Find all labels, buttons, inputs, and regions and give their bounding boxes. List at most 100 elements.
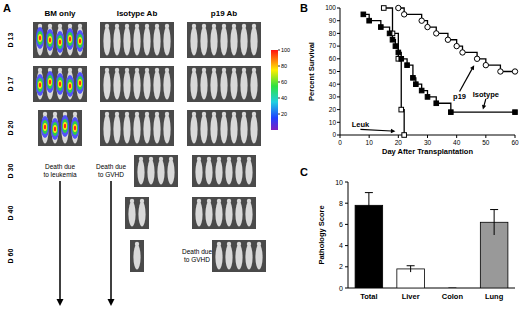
- x-tick-label: 60: [511, 139, 519, 146]
- figure: ABCBM onlyIsotype Abp19 AbD 13D 17D 20D …: [0, 0, 520, 318]
- imaging-panel: [38, 110, 82, 146]
- arrow-head: [108, 299, 115, 306]
- note-line: to GVHD: [184, 256, 210, 263]
- annotation-arrow-head: [391, 129, 396, 133]
- marker: [411, 76, 416, 81]
- mouse-head: [165, 24, 169, 28]
- mouse: [36, 27, 43, 56]
- marker: [399, 57, 404, 62]
- signal: [56, 31, 64, 53]
- mouse-head: [212, 112, 216, 116]
- mouse-head: [155, 24, 159, 28]
- signal: [41, 116, 49, 138]
- error-cap: [407, 265, 415, 266]
- mouse-head: [227, 242, 231, 246]
- y-tick: [337, 8, 340, 9]
- note-line: to GVHD: [98, 171, 124, 178]
- mouse: [103, 71, 110, 100]
- x-tick: [369, 135, 370, 138]
- mouse: [250, 115, 257, 144]
- signal: [36, 74, 44, 96]
- mouse: [103, 27, 110, 56]
- survival-line: [398, 8, 515, 72]
- mouse: [157, 160, 164, 185]
- mouse: [225, 245, 232, 270]
- mouse: [123, 71, 130, 100]
- mouse: [123, 27, 130, 56]
- mouse: [66, 27, 73, 56]
- imaging-panel: [100, 22, 174, 58]
- mouse: [235, 245, 242, 270]
- x-tick-label: 50: [482, 139, 490, 146]
- mouse-head: [149, 157, 153, 161]
- colorbar-tick-label: 20: [281, 111, 287, 117]
- note-line: to leukemia: [43, 171, 77, 178]
- y-tick: [345, 182, 348, 183]
- signal: [49, 80, 51, 84]
- mouse-head: [165, 112, 169, 116]
- x-tick: [398, 135, 399, 138]
- x-tick: [485, 135, 486, 138]
- mouse: [215, 160, 222, 185]
- marker: [361, 12, 366, 17]
- mouse-head: [145, 24, 149, 28]
- y-tick-label: 4: [339, 242, 343, 249]
- colorbar-tick-label: 80: [281, 63, 287, 69]
- mouse: [163, 27, 170, 56]
- mouse-head: [140, 199, 144, 203]
- annotation: Leuk: [352, 120, 370, 129]
- mouse-head: [135, 24, 139, 28]
- y-tick: [345, 266, 348, 267]
- mouse-head: [68, 24, 72, 28]
- mouse-head: [130, 199, 134, 203]
- mouse: [153, 115, 160, 144]
- signal: [76, 72, 84, 94]
- mouse-head: [217, 199, 221, 203]
- mouse-head: [68, 68, 72, 72]
- mouse-head: [53, 112, 57, 116]
- mouse-head: [145, 68, 149, 72]
- mouse: [66, 71, 73, 100]
- colorbar-tick: [278, 66, 280, 67]
- colorbar-tick: [278, 98, 280, 99]
- signal: [77, 76, 83, 90]
- colorbar-tick-label: 60: [281, 79, 287, 85]
- marker: [393, 44, 398, 49]
- mouse: [215, 245, 222, 270]
- signal: [48, 36, 52, 44]
- signal: [74, 126, 76, 130]
- marker: [460, 50, 465, 55]
- mouse-head: [58, 24, 62, 28]
- x-tick: [340, 135, 341, 138]
- mouse-head: [197, 157, 201, 161]
- mouse-head: [105, 68, 109, 72]
- signal: [72, 121, 78, 135]
- y-tick: [345, 224, 348, 225]
- annotation-arrow: [484, 99, 486, 106]
- panel-label: C: [300, 166, 308, 178]
- y-tick: [337, 58, 340, 59]
- mouse: [71, 115, 78, 144]
- signal: [53, 125, 57, 133]
- mouse-head: [247, 157, 251, 161]
- error-line: [494, 210, 495, 235]
- y-tick-label: 10: [329, 119, 337, 126]
- marker: [396, 50, 401, 55]
- mouse-head: [212, 24, 216, 28]
- y-axis: [348, 182, 349, 288]
- colorbar: [271, 50, 278, 130]
- signal: [78, 37, 82, 45]
- y-tick-label: 50: [329, 68, 337, 75]
- plot-area: [355, 193, 508, 288]
- y-tick-label: 30: [329, 93, 337, 100]
- signal: [69, 84, 71, 88]
- signal: [47, 33, 53, 47]
- x-tick: [456, 135, 457, 138]
- mouse: [133, 71, 140, 100]
- mouse-head: [207, 199, 211, 203]
- error-bar: [407, 266, 415, 272]
- mouse-head: [165, 68, 169, 72]
- y-tick-label: 20: [329, 106, 337, 113]
- mouse: [190, 71, 197, 100]
- category-label: Liver: [402, 292, 420, 301]
